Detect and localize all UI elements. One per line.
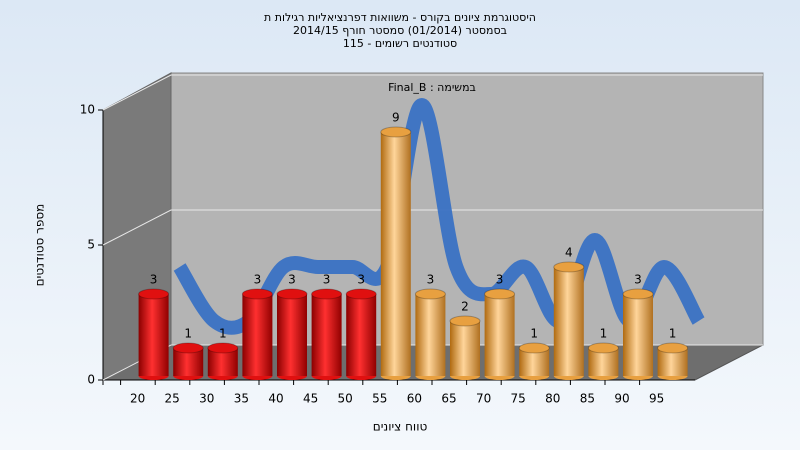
x-tick-label: 55 [372,392,387,406]
x-tick-label: 25 [165,392,180,406]
bar-top [553,261,585,273]
title-line: 115 - סטודנטים רשומים [343,37,457,50]
grid-line [102,74,763,111]
data-label: 1 [600,327,608,341]
data-label: 3 [427,273,435,287]
bar-top [207,342,239,354]
bar-top [276,288,308,300]
x-tick-label: 65 [441,392,456,406]
x-tick-label: 35 [234,392,249,406]
bar [450,321,480,376]
grid-line [102,209,763,246]
bar [484,294,515,376]
bar-top [622,288,654,300]
y-tick-label: 0 [87,373,95,387]
bar-top [587,342,619,354]
x-tick-label: 95 [649,392,664,406]
bar-top [518,342,550,354]
x-tick-label: 75 [511,392,526,406]
bar-top [414,288,446,300]
bar [311,294,342,376]
data-label: 3 [357,273,365,287]
bar [415,294,446,376]
data-label: 3 [634,273,642,287]
title-line: היסטוגרמת ציונים בקורס - משוואות דפרנציא… [264,11,536,24]
bar [242,294,273,376]
x-axis-title: טווח ציונים [373,420,428,434]
bar-top [241,288,273,300]
x-tick-label: 80 [545,392,560,406]
bar [138,294,169,376]
data-label: 3 [150,273,158,287]
bar [380,132,411,376]
x-tick-label: 45 [303,392,318,406]
data-label: 3 [323,273,331,287]
x-tick-label: 20 [130,392,145,406]
bar-top [311,288,343,300]
data-label: 2 [461,300,469,314]
x-tick-label: 70 [476,392,491,406]
data-label: 1 [219,327,227,341]
y-tick-label: 5 [87,238,95,252]
bar-top [380,126,412,138]
x-tick-label: 85 [580,392,595,406]
bar [623,294,653,376]
title-line: בסמסטר (01/2014) סמסטר חורף 2014/15 [293,24,507,37]
data-label: 1 [669,327,677,341]
bar [346,294,377,376]
data-label: 3 [496,273,504,287]
data-label: 1 [184,327,192,341]
line-series [173,98,705,335]
bar-top [138,288,170,300]
annotation: Final_B : במשימה [388,81,476,94]
data-label: 3 [254,273,262,287]
x-tick-label: 40 [268,392,283,406]
data-label: 9 [392,111,400,125]
plot: 0 5 10 20 25 30 35 40 45 50 55 60 65 70 75 80 85 90 95 3 1 1 3… [80,74,763,406]
x-tick-label: 30 [199,392,214,406]
data-label: 4 [565,246,573,260]
bar-top [345,288,377,300]
bar-top [172,342,204,354]
bar [277,294,307,376]
bar [553,267,584,376]
data-label: 3 [288,273,296,287]
data-label: 1 [530,327,538,341]
y-tick-label: 10 [80,103,95,117]
x-tick-label: 50 [338,392,353,406]
x-tick-label: 60 [407,392,422,406]
bar-top [657,342,689,354]
y-axis-title: מספר סטודנטים [33,204,47,287]
bar-top [484,288,516,300]
bar-top [449,315,481,327]
x-tick-label: 90 [614,392,629,406]
